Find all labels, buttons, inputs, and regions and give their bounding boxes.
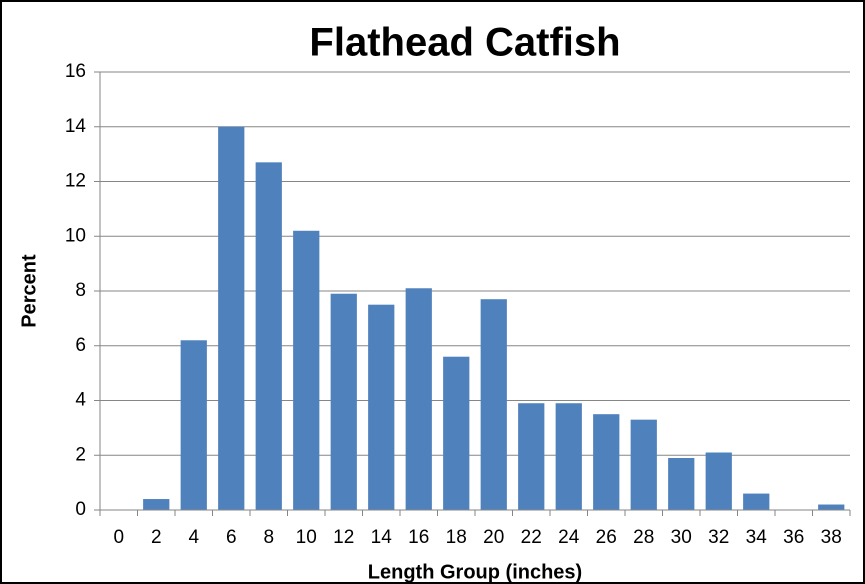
x-tick-label: 24 bbox=[558, 527, 580, 548]
x-tick-label: 2 bbox=[151, 527, 162, 548]
x-tick-label: 6 bbox=[226, 527, 237, 548]
bar bbox=[143, 499, 170, 510]
bar bbox=[405, 288, 432, 510]
x-tick-label: 4 bbox=[188, 527, 199, 548]
bar bbox=[593, 414, 620, 510]
y-tick-label: 16 bbox=[65, 61, 86, 82]
bar bbox=[743, 493, 770, 510]
bar bbox=[480, 299, 507, 510]
bar bbox=[293, 230, 320, 510]
bar bbox=[330, 293, 357, 510]
x-tick-label: 8 bbox=[263, 527, 274, 548]
bar bbox=[518, 403, 545, 510]
bar bbox=[555, 403, 582, 510]
y-tick-label: 0 bbox=[75, 499, 86, 520]
x-axis-label: Length Group (inches) bbox=[368, 561, 582, 583]
bar bbox=[180, 340, 207, 510]
x-tick-label: 0 bbox=[113, 527, 124, 548]
y-tick-label: 8 bbox=[75, 280, 86, 301]
x-tick-label: 10 bbox=[296, 527, 317, 548]
bar bbox=[630, 419, 657, 510]
y-axis-label: Percent bbox=[18, 254, 40, 328]
bar bbox=[818, 504, 845, 510]
x-tick-label: 30 bbox=[671, 527, 692, 548]
bar bbox=[443, 356, 470, 510]
x-tick-label: 22 bbox=[521, 527, 542, 548]
bar bbox=[668, 457, 695, 510]
x-tick-label: 32 bbox=[708, 527, 729, 548]
x-tick-label: 14 bbox=[371, 527, 393, 548]
x-tick-label: 34 bbox=[746, 527, 768, 548]
y-tick-label: 6 bbox=[75, 335, 86, 356]
y-tick-label: 4 bbox=[75, 390, 86, 411]
x-tick-label: 38 bbox=[821, 527, 842, 548]
x-tick-label: 16 bbox=[408, 527, 429, 548]
y-tick-label: 14 bbox=[65, 116, 87, 137]
x-tick-label: 26 bbox=[596, 527, 617, 548]
bar bbox=[255, 162, 282, 510]
x-tick-label: 36 bbox=[783, 527, 804, 548]
y-tick-label: 10 bbox=[65, 225, 86, 246]
bar bbox=[218, 126, 245, 510]
x-tick-label: 20 bbox=[483, 527, 504, 548]
x-tick-label: 28 bbox=[633, 527, 654, 548]
bar bbox=[368, 304, 395, 510]
x-tick-label: 18 bbox=[446, 527, 467, 548]
y-tick-label: 12 bbox=[65, 171, 86, 192]
x-tick-label: 12 bbox=[333, 527, 354, 548]
chart-title: Flathead Catfish bbox=[309, 21, 620, 65]
y-tick-label: 2 bbox=[75, 444, 86, 465]
bar bbox=[705, 452, 732, 510]
